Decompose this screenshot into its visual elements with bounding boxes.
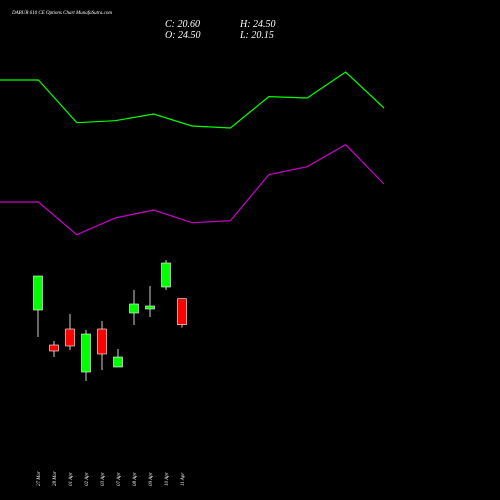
date-label: 08 Apr: [133, 472, 138, 486]
date-label: 09 Apr: [149, 472, 154, 486]
date-label: 01 Apr: [69, 472, 74, 486]
date-label: 27 Mar: [37, 471, 42, 486]
candle-body: [161, 262, 171, 288]
date-label: 03 Apr: [101, 472, 106, 486]
date-label: 11 Apr: [181, 473, 186, 486]
close-info: C: 20.60: [165, 19, 200, 30]
candle-body: [65, 328, 75, 347]
candle-body: [49, 344, 59, 352]
indicator-line: [0, 71, 385, 129]
open-info: O: 24.50: [165, 30, 201, 41]
candle-body: [177, 298, 187, 325]
candle-body: [145, 305, 155, 310]
candle-body: [97, 328, 107, 355]
date-label: 28 Mar: [53, 471, 58, 486]
candle-body: [81, 333, 91, 373]
date-label: 07 Apr: [117, 472, 122, 486]
low-info: L: 20.15: [239, 30, 274, 41]
chart-title: DABUR 610 CE Options Chart MunafaSutra.c…: [11, 11, 112, 16]
indicator-line: [0, 143, 385, 236]
candle-body: [129, 303, 139, 314]
high-info: H: 24.50: [239, 19, 276, 30]
candle-body: [33, 275, 43, 311]
candle-body: [113, 356, 123, 368]
date-label: 02 Apr: [85, 472, 90, 486]
date-label: 10 Apr: [165, 472, 170, 486]
